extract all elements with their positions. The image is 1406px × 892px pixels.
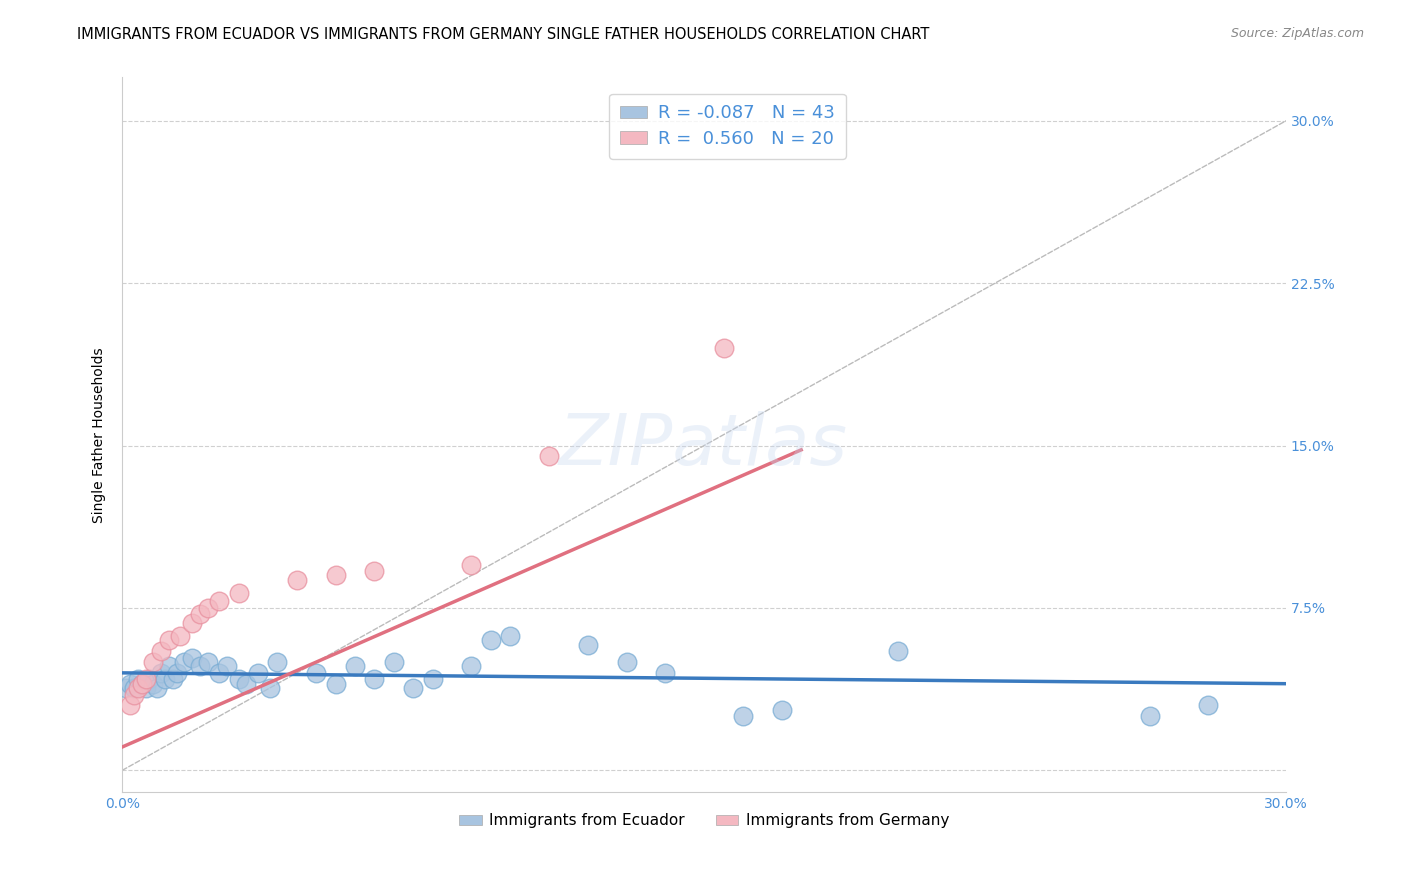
Point: [197, 601, 219, 615]
Point: [197, 655, 219, 669]
Point: [120, 676, 142, 690]
Point: [188, 659, 211, 673]
Point: [208, 665, 231, 680]
Point: [150, 644, 173, 658]
Point: [135, 673, 157, 687]
Point: [382, 655, 405, 669]
Point: [499, 629, 522, 643]
Point: [460, 558, 482, 572]
Point: [146, 681, 169, 695]
Point: [402, 681, 425, 695]
Point: [713, 341, 735, 355]
Point: [142, 655, 165, 669]
Point: [228, 673, 250, 687]
Point: [228, 586, 250, 600]
Point: [122, 688, 145, 702]
Point: [173, 655, 195, 669]
Point: [169, 629, 191, 643]
Point: [247, 665, 270, 680]
Point: [131, 676, 153, 690]
Point: [325, 568, 347, 582]
Point: [157, 633, 180, 648]
Point: [363, 673, 385, 687]
Point: [181, 616, 204, 631]
Point: [157, 659, 180, 673]
Point: [235, 676, 257, 690]
Point: [122, 681, 145, 695]
Point: [162, 673, 184, 687]
Legend: Immigrants from Ecuador, Immigrants from Germany: Immigrants from Ecuador, Immigrants from…: [453, 807, 956, 834]
Point: [166, 665, 188, 680]
Text: ZIPatlas: ZIPatlas: [558, 411, 848, 481]
Point: [115, 681, 138, 695]
Point: [1139, 709, 1161, 723]
Y-axis label: Single Father Households: Single Father Households: [93, 347, 107, 523]
Point: [1197, 698, 1219, 713]
Point: [770, 703, 793, 717]
Point: [344, 659, 367, 673]
Point: [188, 607, 211, 622]
Point: [576, 638, 599, 652]
Point: [138, 673, 160, 687]
Point: [127, 673, 149, 687]
Point: [460, 659, 482, 673]
Point: [150, 665, 173, 680]
Point: [654, 665, 676, 680]
Point: [285, 573, 308, 587]
Point: [479, 633, 502, 648]
Point: [153, 673, 176, 687]
Point: [325, 676, 347, 690]
Point: [181, 650, 204, 665]
Point: [135, 681, 157, 695]
Point: [363, 564, 385, 578]
Text: Source: ZipAtlas.com: Source: ZipAtlas.com: [1230, 27, 1364, 40]
Point: [215, 659, 238, 673]
Point: [120, 698, 142, 713]
Point: [305, 665, 328, 680]
Point: [731, 709, 754, 723]
Point: [127, 681, 149, 695]
Point: [208, 594, 231, 608]
Point: [887, 644, 910, 658]
Point: [537, 450, 560, 464]
Point: [259, 681, 281, 695]
Point: [616, 655, 638, 669]
Point: [142, 676, 165, 690]
Text: IMMIGRANTS FROM ECUADOR VS IMMIGRANTS FROM GERMANY SINGLE FATHER HOUSEHOLDS CORR: IMMIGRANTS FROM ECUADOR VS IMMIGRANTS FR…: [77, 27, 929, 42]
Point: [422, 673, 444, 687]
Point: [266, 655, 288, 669]
Point: [131, 676, 153, 690]
